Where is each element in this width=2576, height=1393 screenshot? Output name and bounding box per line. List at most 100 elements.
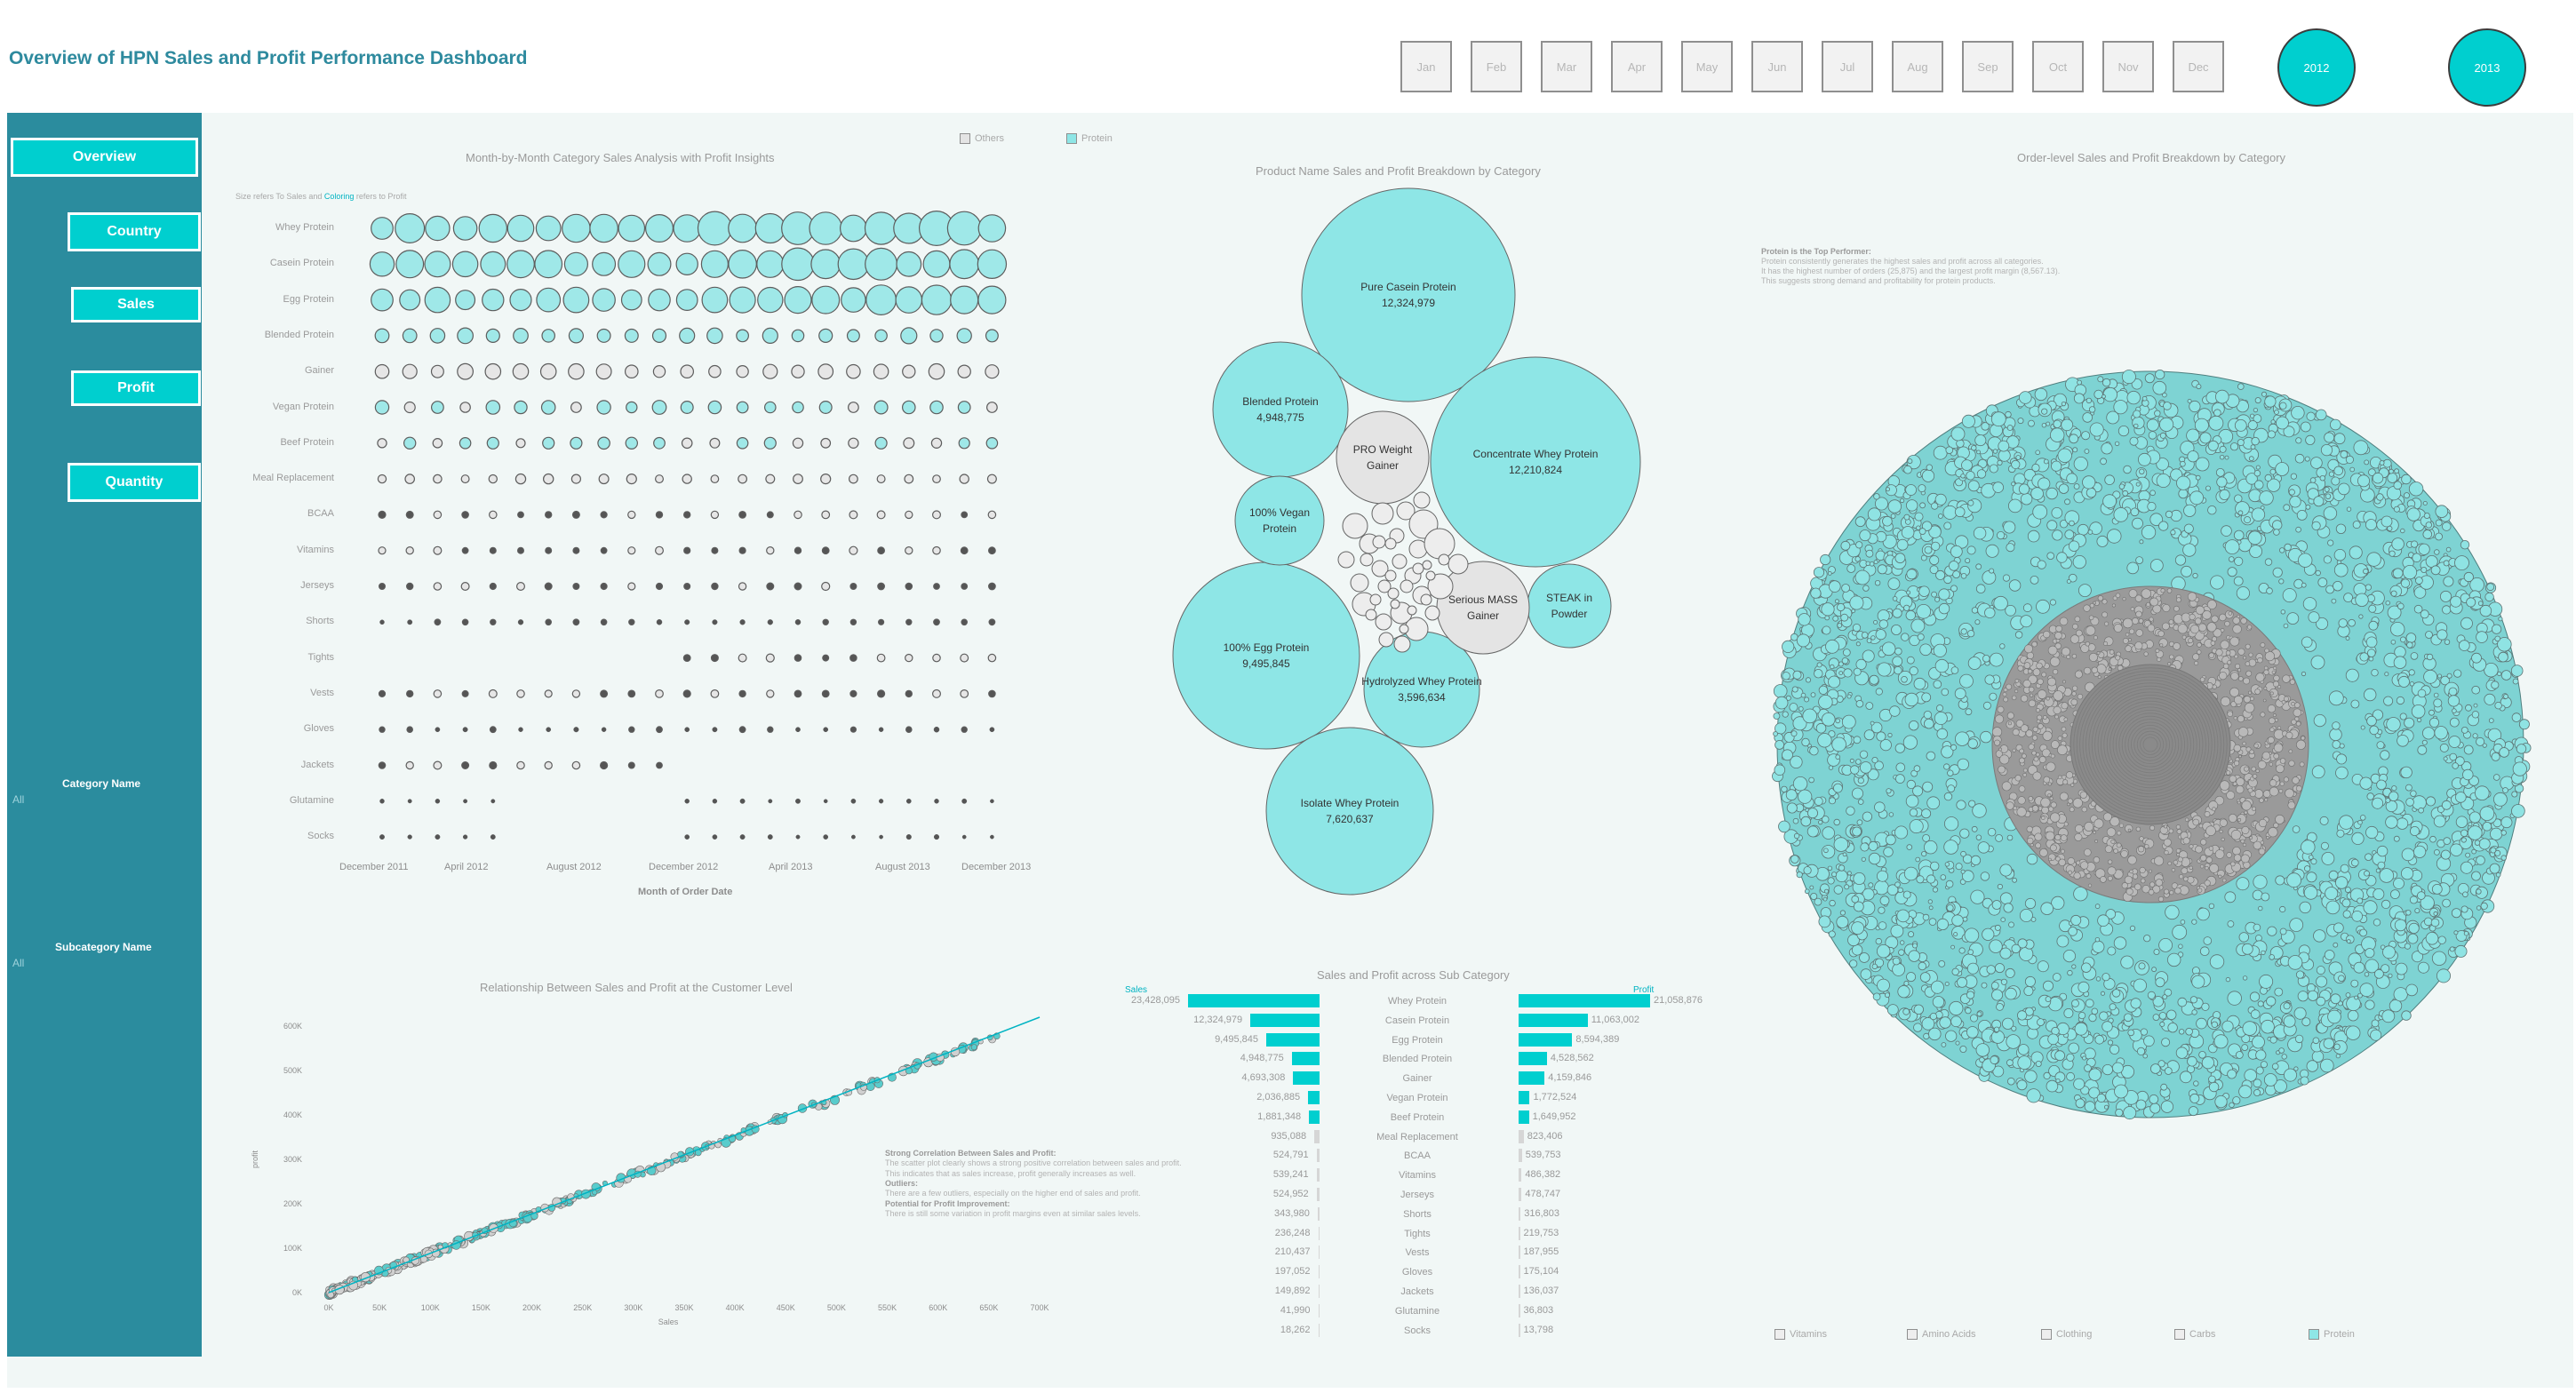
order-bubble-other[interactable]: [2022, 753, 2027, 759]
order-bubble[interactable]: [1931, 502, 1939, 510]
order-bubble[interactable]: [2073, 393, 2085, 404]
matrix-bubble[interactable]: [539, 362, 557, 380]
packed-bubble-small[interactable]: [1387, 587, 1400, 600]
sales-bar[interactable]: [1317, 1206, 1320, 1221]
matrix-bubble[interactable]: [572, 583, 580, 591]
order-bubble[interactable]: [1905, 609, 1917, 621]
order-bubble[interactable]: [2405, 798, 2414, 807]
order-bubble-other[interactable]: [2062, 680, 2066, 684]
order-bubble[interactable]: [2384, 672, 2389, 677]
order-bubble[interactable]: [2396, 696, 2405, 705]
sales-bar[interactable]: [1250, 1013, 1320, 1027]
order-bubble[interactable]: [1796, 871, 1803, 879]
matrix-bubble[interactable]: [990, 799, 994, 804]
order-bubble-other[interactable]: [2299, 761, 2305, 768]
order-bubble[interactable]: [2455, 816, 2468, 828]
order-bubble-other[interactable]: [2237, 648, 2245, 656]
order-bubble[interactable]: [2208, 903, 2215, 910]
order-bubble-other[interactable]: [2175, 597, 2181, 603]
matrix-bubble[interactable]: [452, 216, 478, 241]
order-bubble[interactable]: [1933, 445, 1948, 460]
matrix-bubble[interactable]: [754, 212, 786, 244]
order-bubble-other[interactable]: [2083, 848, 2092, 856]
order-bubble[interactable]: [1945, 880, 1954, 888]
order-bubble[interactable]: [1801, 737, 1810, 747]
order-bubble[interactable]: [2328, 870, 2339, 880]
order-bubble[interactable]: [2183, 504, 2197, 517]
order-bubble[interactable]: [2328, 690, 2344, 706]
order-bubble-other[interactable]: [2214, 849, 2225, 859]
matrix-bubble[interactable]: [675, 289, 698, 311]
order-bubble[interactable]: [2067, 969, 2073, 976]
matrix-bubble[interactable]: [756, 250, 785, 278]
order-bubble[interactable]: [1846, 694, 1852, 699]
matrix-bubble[interactable]: [709, 437, 721, 449]
order-bubble-other[interactable]: [2125, 633, 2130, 637]
matrix-bubble[interactable]: [402, 328, 418, 344]
order-bubble[interactable]: [2463, 744, 2474, 755]
order-bubble[interactable]: [2484, 693, 2496, 705]
order-bubble-other[interactable]: [2225, 650, 2231, 656]
order-bubble[interactable]: [2158, 1012, 2167, 1020]
order-bubble[interactable]: [1802, 708, 1817, 724]
order-bubble[interactable]: [2179, 1029, 2185, 1035]
order-bubble-other[interactable]: [2263, 665, 2269, 671]
order-bubble[interactable]: [2066, 578, 2071, 584]
order-bubble[interactable]: [1786, 802, 1798, 814]
packed-bubble-small[interactable]: [1400, 579, 1414, 593]
order-bubble[interactable]: [1961, 459, 1973, 472]
order-bubble[interactable]: [2020, 615, 2033, 628]
order-bubble[interactable]: [1967, 738, 1978, 749]
order-bubble[interactable]: [2417, 744, 2428, 755]
order-bubble[interactable]: [1950, 545, 1963, 558]
order-bubble[interactable]: [1964, 927, 1980, 943]
order-bubble[interactable]: [2157, 1060, 2165, 1068]
order-bubble[interactable]: [1971, 607, 1979, 614]
order-bubble[interactable]: [1918, 528, 1926, 536]
order-bubble-other[interactable]: [2220, 696, 2231, 707]
order-bubble[interactable]: [1881, 641, 1896, 657]
order-bubble[interactable]: [2512, 761, 2527, 776]
order-bubble[interactable]: [2269, 954, 2275, 960]
order-bubble[interactable]: [2283, 426, 2295, 438]
order-bubble[interactable]: [1954, 688, 1966, 700]
order-bubble-other[interactable]: [2155, 649, 2160, 653]
order-bubble[interactable]: [2209, 954, 2225, 969]
order-bubble-other[interactable]: [2006, 801, 2014, 810]
order-bubble[interactable]: [2273, 1079, 2287, 1094]
order-bubble[interactable]: [2353, 440, 2369, 456]
order-bubble[interactable]: [2455, 756, 2465, 766]
order-bubble[interactable]: [2257, 1000, 2264, 1007]
order-bubble[interactable]: [2123, 465, 2132, 474]
order-bubble[interactable]: [2195, 474, 2201, 481]
order-bubble-other[interactable]: [2020, 724, 2029, 733]
order-bubble[interactable]: [1822, 896, 1828, 902]
matrix-bubble[interactable]: [513, 327, 529, 344]
order-bubble-other[interactable]: [2260, 712, 2266, 718]
order-bubble[interactable]: [1782, 749, 1793, 761]
profit-bar[interactable]: [1519, 1032, 1573, 1047]
order-bubble[interactable]: [2147, 502, 2157, 512]
order-bubble[interactable]: [2408, 669, 2415, 676]
matrix-bubble[interactable]: [823, 727, 829, 733]
matrix-bubble[interactable]: [627, 761, 635, 769]
order-bubble[interactable]: [1894, 647, 1902, 656]
order-bubble-other[interactable]: [2267, 704, 2277, 713]
matrix-bubble[interactable]: [455, 290, 476, 311]
order-bubble-other[interactable]: [2235, 663, 2241, 669]
order-bubble[interactable]: [2109, 1003, 2117, 1011]
order-bubble[interactable]: [1916, 603, 1932, 619]
order-bubble[interactable]: [1855, 541, 1863, 549]
order-bubble[interactable]: [2400, 528, 2405, 534]
order-bubble-other[interactable]: [2047, 793, 2052, 798]
order-bubble[interactable]: [1887, 577, 1901, 591]
order-bubble[interactable]: [2095, 976, 2101, 982]
order-bubble[interactable]: [2385, 601, 2390, 606]
order-bubble[interactable]: [1894, 881, 1901, 888]
order-bubble[interactable]: [1915, 856, 1921, 863]
order-bubble[interactable]: [2228, 556, 2235, 562]
order-bubble[interactable]: [2493, 792, 2508, 807]
order-bubble[interactable]: [2261, 950, 2266, 956]
order-bubble[interactable]: [2043, 458, 2049, 465]
order-bubble[interactable]: [1946, 904, 1954, 912]
